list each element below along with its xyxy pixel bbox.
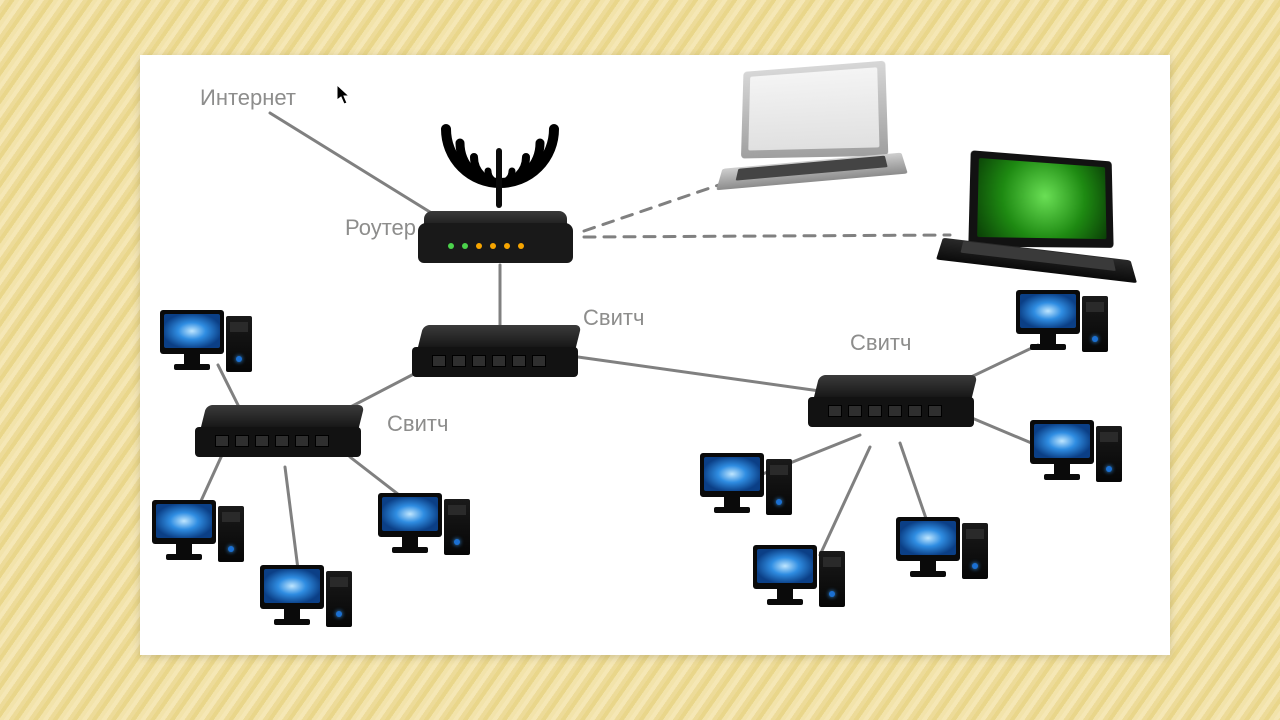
- label-internet: Интернет: [200, 85, 296, 111]
- desktop-pc: [700, 453, 800, 521]
- desktop-pc: [152, 500, 252, 568]
- label-switch-left: Свитч: [387, 411, 448, 437]
- desktop-pc: [378, 493, 478, 561]
- laptop-black: [940, 155, 1140, 285]
- desktop-pc: [260, 565, 360, 633]
- label-switch-right: Свитч: [850, 330, 911, 356]
- cursor-icon: [337, 85, 351, 105]
- laptop-silver: [718, 65, 908, 195]
- router-device: [418, 203, 578, 263]
- desktop-pc: [753, 545, 853, 613]
- desktop-pc: [1030, 420, 1130, 488]
- desktop-pc: [160, 310, 260, 378]
- switch-right: [808, 375, 983, 435]
- diagram-slide: Интернет Роутер Свитч Свитч Свитч: [140, 55, 1170, 655]
- desktop-pc: [1016, 290, 1116, 358]
- switch-center: [412, 325, 587, 385]
- desktop-pc: [896, 517, 996, 585]
- switch-left: [195, 405, 370, 465]
- label-switch-center: Свитч: [583, 305, 644, 331]
- label-router: Роутер: [345, 215, 416, 241]
